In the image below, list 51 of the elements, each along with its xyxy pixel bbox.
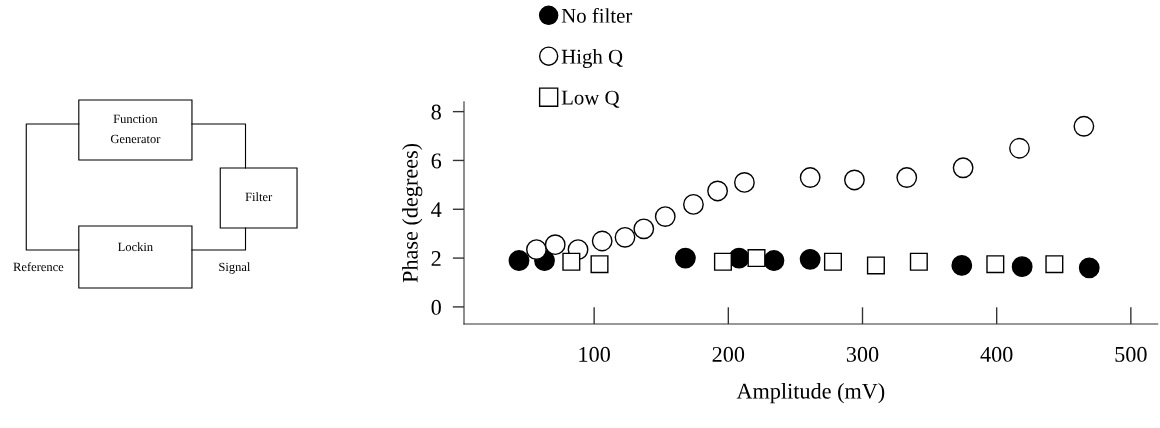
point <box>674 247 696 269</box>
y-tick-label: 6 <box>431 153 442 169</box>
point <box>896 167 918 188</box>
point <box>654 206 676 228</box>
point <box>763 250 785 271</box>
text: Signal <box>219 262 251 274</box>
point <box>1009 137 1030 159</box>
point <box>508 250 530 271</box>
point <box>986 255 1005 274</box>
point <box>526 239 547 260</box>
y-tick-label: 8 <box>431 104 441 120</box>
point <box>1078 257 1100 279</box>
point <box>747 249 766 268</box>
point <box>1045 255 1064 274</box>
text: Lockin <box>118 242 153 252</box>
x-tick-label: 100 <box>579 346 610 362</box>
y-tick-label: 0 <box>431 299 441 315</box>
x-tick-label: 500 <box>1115 346 1147 362</box>
y-tick-label: 4 <box>431 202 442 217</box>
text: Reference <box>13 262 64 272</box>
x-tick-label: 400 <box>980 346 1013 362</box>
y-axis-title: Phase (degrees) <box>402 143 423 283</box>
legend-label: High Q <box>561 49 623 68</box>
point <box>614 226 636 248</box>
point <box>799 167 821 188</box>
point <box>866 256 885 275</box>
point <box>591 230 613 252</box>
point <box>734 171 755 193</box>
point <box>844 169 865 191</box>
legend-label: No filter <box>561 7 633 23</box>
text: Function Generator <box>110 114 161 144</box>
point <box>707 180 729 202</box>
point <box>683 193 704 215</box>
point <box>633 218 655 240</box>
point <box>823 252 843 271</box>
point <box>713 252 732 271</box>
point <box>952 157 974 179</box>
point <box>590 255 609 274</box>
text: Filter <box>245 192 273 202</box>
x-tick-label: 300 <box>846 346 879 362</box>
point <box>1073 115 1095 137</box>
point <box>951 254 973 276</box>
point <box>544 234 566 256</box>
y-tick-label: 2 <box>431 251 441 266</box>
x-axis-title: Amplitude (mV) <box>736 383 885 404</box>
point <box>799 248 821 270</box>
point <box>1011 256 1033 278</box>
point <box>562 252 581 271</box>
legend-label: Low Q <box>561 90 620 108</box>
x-tick-label: 200 <box>712 346 745 362</box>
point <box>909 252 928 271</box>
